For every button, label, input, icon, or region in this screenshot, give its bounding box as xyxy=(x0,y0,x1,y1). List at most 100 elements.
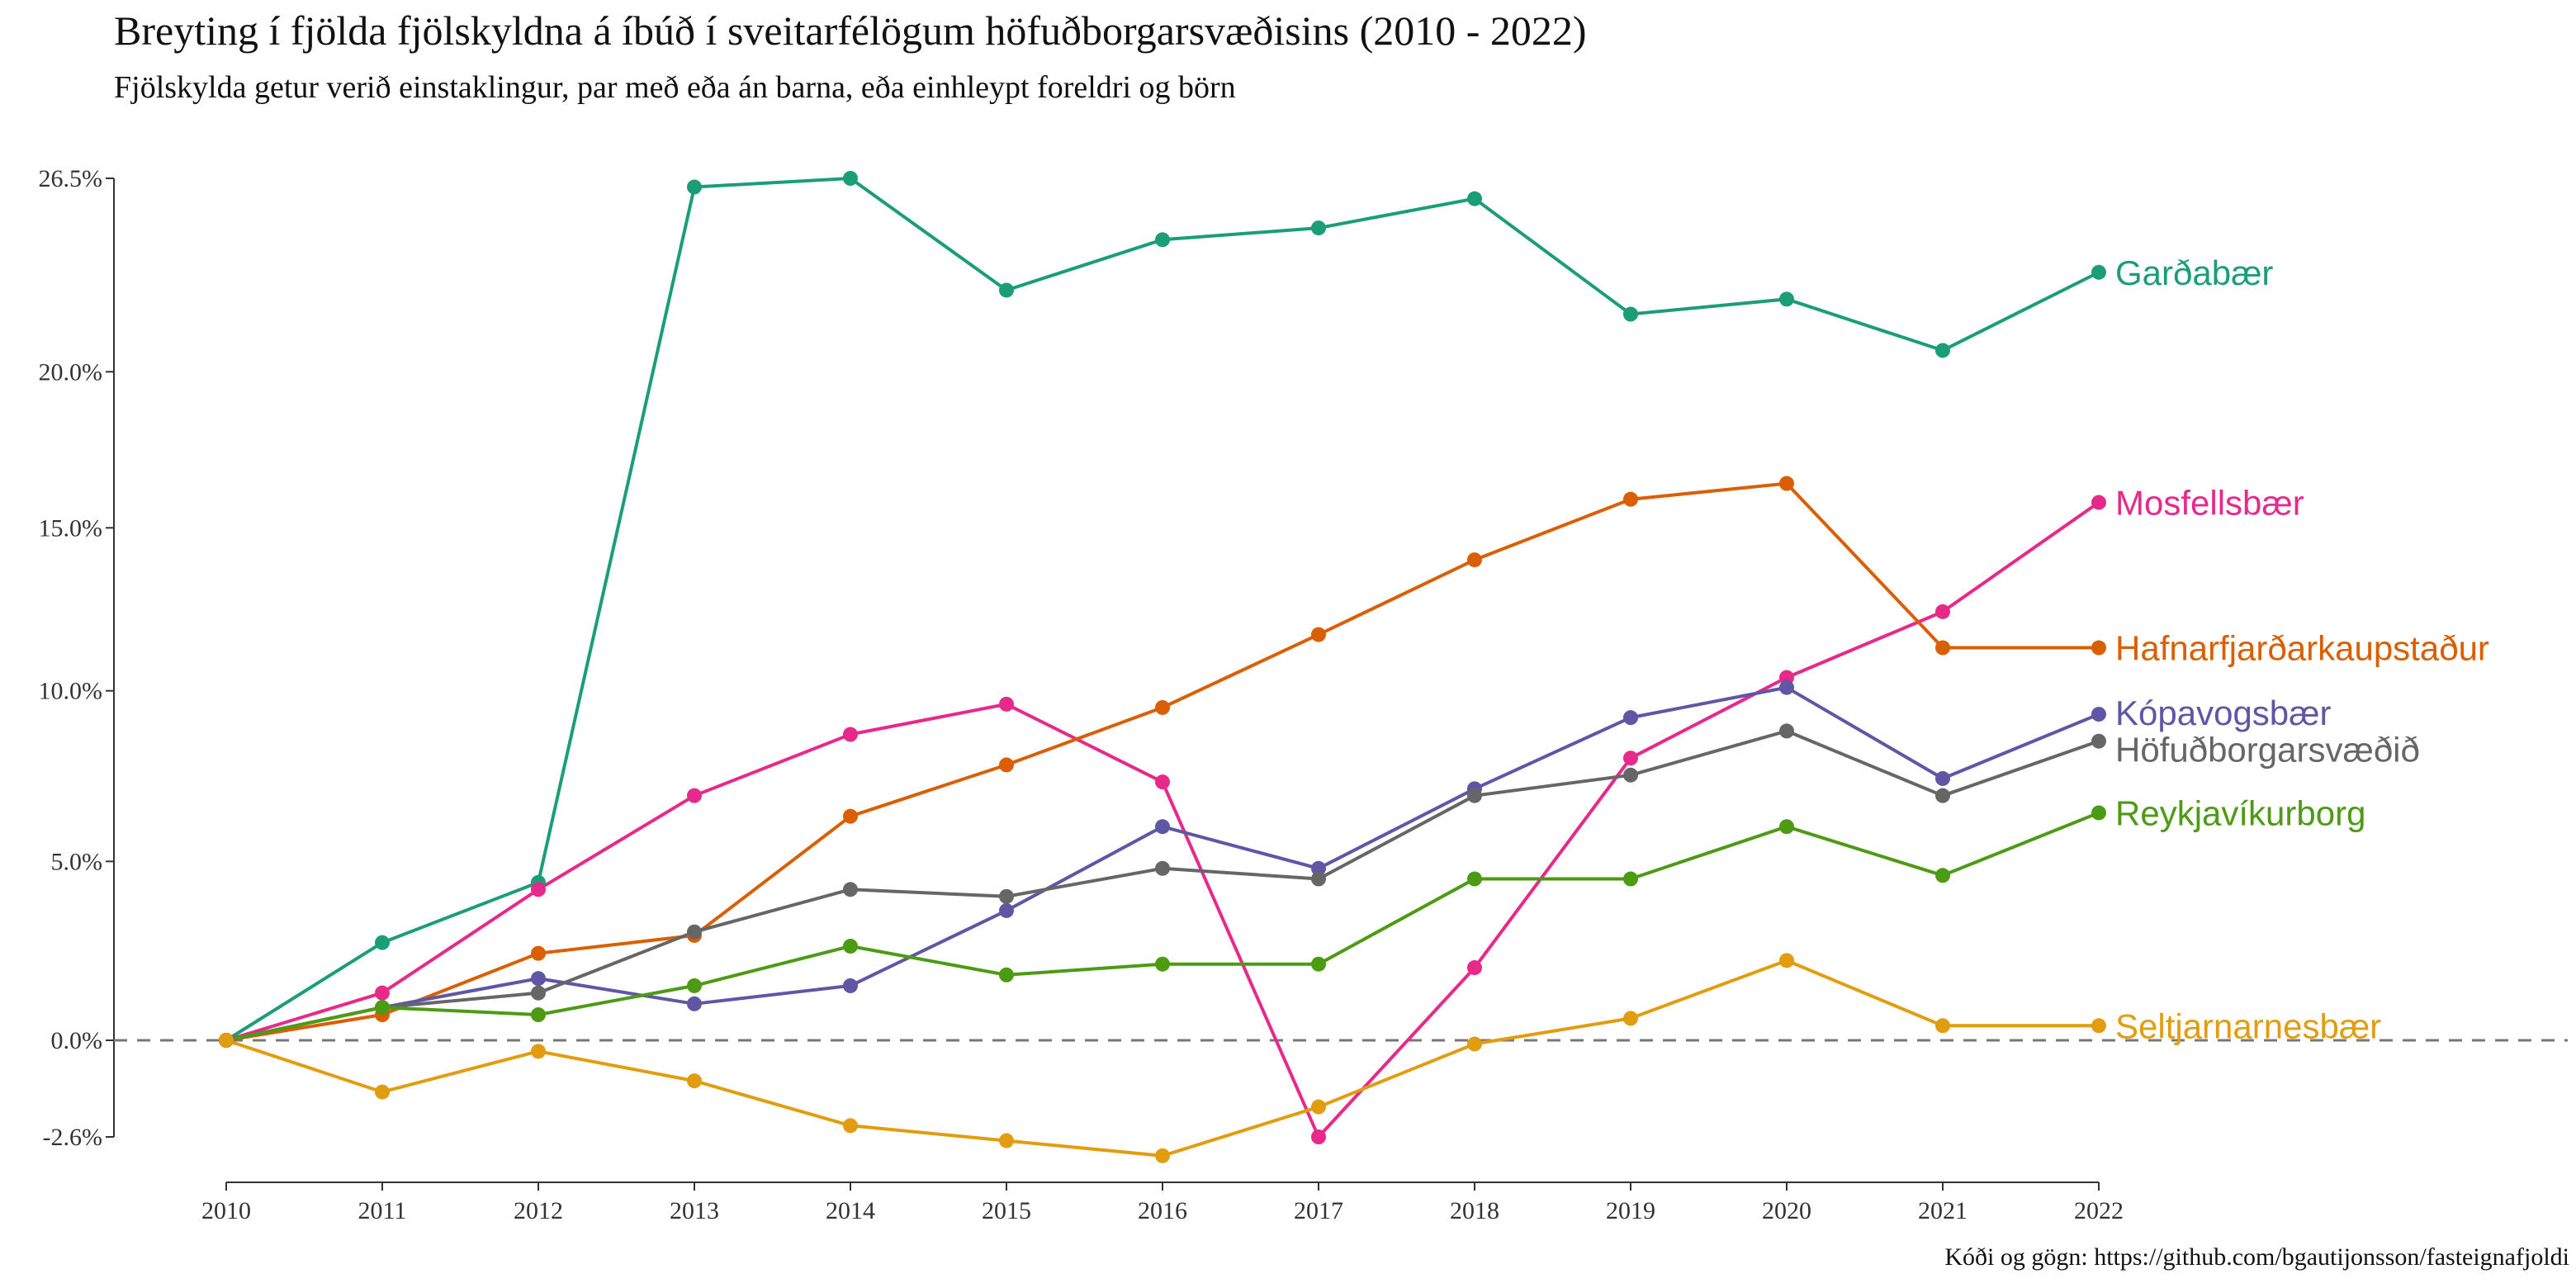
data-point-ho-fu-borgarsv-i- xyxy=(1935,788,1950,803)
data-point-ko-pavogsb-r xyxy=(1155,819,1170,835)
data-point-seltjarnarnesb-r xyxy=(999,1133,1014,1148)
data-point-seltjarnarnesb-r xyxy=(375,1084,390,1100)
data-point-reykjavi-kurborg xyxy=(999,967,1014,983)
data-point-mosfellsb-r xyxy=(2091,495,2106,510)
data-point-mosfellsb-r xyxy=(1623,751,1638,766)
data-point-seltjarnarnesb-r xyxy=(1623,1011,1638,1026)
data-point-seltjarnarnesb-r xyxy=(531,1044,546,1059)
data-point-reykjavi-kurborg xyxy=(687,978,702,993)
data-point-gar-ab-r xyxy=(375,935,390,950)
data-point-reykjavi-kurborg xyxy=(531,1007,546,1023)
data-point-ko-pavogsb-r xyxy=(687,996,702,1011)
data-point-seltjarnarnesb-r xyxy=(219,1033,234,1049)
data-point-ko-pavogsb-r xyxy=(1779,680,1794,695)
data-point-ho-fu-borgarsv-i- xyxy=(843,882,858,897)
data-point-ho-fu-borgarsv-i- xyxy=(1467,788,1482,803)
data-point-gar-ab-r xyxy=(1311,220,1326,236)
data-point-seltjarnarnesb-r xyxy=(843,1118,858,1134)
data-point-gar-ab-r xyxy=(999,282,1014,298)
y-tick-label: 0.0% xyxy=(51,1027,103,1054)
y-tick-label: -2.6% xyxy=(43,1124,102,1151)
data-point-reykjavi-kurborg xyxy=(1779,819,1794,835)
x-tick-label: 2011 xyxy=(358,1197,407,1224)
data-point-gar-ab-r xyxy=(1467,191,1482,206)
chart-subtitle: Fjölskylda getur verið einstaklingur, pa… xyxy=(114,70,1236,105)
y-tick-label: 5.0% xyxy=(51,848,103,875)
x-tick-label: 2014 xyxy=(826,1197,875,1224)
y-tick-label: 26.5% xyxy=(39,165,103,192)
data-point-gar-ab-r xyxy=(1155,232,1170,248)
series-label-reykjavi-kurborg: Reykjavíkurborg xyxy=(2115,793,2365,832)
data-point-ko-pavogsb-r xyxy=(843,978,858,993)
data-point-ho-fu-borgarsv-i- xyxy=(531,985,546,1001)
data-point-reykjavi-kurborg xyxy=(2091,805,2106,821)
data-point-mosfellsb-r xyxy=(1935,604,1950,619)
data-point-gar-ab-r xyxy=(1779,291,1794,307)
data-point-seltjarnarnesb-r xyxy=(1311,1099,1326,1115)
data-point-mosfellsb-r xyxy=(1467,960,1482,976)
x-tick-label: 2022 xyxy=(2074,1197,2124,1224)
data-point-mosfellsb-r xyxy=(999,696,1014,712)
x-tick-label: 2013 xyxy=(670,1197,719,1224)
data-point-hafnarfjar-arkaupsta-ur xyxy=(1311,627,1326,642)
data-point-hafnarfjar-arkaupsta-ur xyxy=(531,945,546,961)
data-point-reykjavi-kurborg xyxy=(843,939,858,954)
data-point-reykjavi-kurborg xyxy=(1935,868,1950,883)
data-point-reykjavi-kurborg xyxy=(1623,871,1638,887)
data-point-mosfellsb-r xyxy=(687,788,702,803)
data-point-hafnarfjar-arkaupsta-ur xyxy=(1467,552,1482,568)
x-tick-label: 2018 xyxy=(1450,1197,1499,1224)
data-point-ko-pavogsb-r xyxy=(1623,710,1638,726)
data-point-ko-pavogsb-r xyxy=(999,902,1014,918)
data-point-hafnarfjar-arkaupsta-ur xyxy=(1935,640,1950,656)
data-point-hafnarfjar-arkaupsta-ur xyxy=(1623,491,1638,507)
data-point-reykjavi-kurborg xyxy=(1311,956,1326,972)
data-point-ho-fu-borgarsv-i- xyxy=(1155,860,1170,876)
data-point-mosfellsb-r xyxy=(531,882,546,897)
series-line-reykjavi-kurborg xyxy=(225,811,2100,1042)
series-labels: Garðabær Mosfellsbær Hafnarfjarðarkaupstað… xyxy=(2115,253,2489,1045)
data-point-gar-ab-r xyxy=(843,171,858,186)
data-point-ko-pavogsb-r xyxy=(1935,770,1950,786)
data-point-ko-pavogsb-r xyxy=(2091,707,2106,722)
data-point-seltjarnarnesb-r xyxy=(1155,1148,1170,1163)
data-point-seltjarnarnesb-r xyxy=(1935,1018,1950,1034)
x-tick-label: 2016 xyxy=(1138,1197,1187,1224)
data-point-ko-pavogsb-r xyxy=(1311,860,1326,876)
data-point-ho-fu-borgarsv-i- xyxy=(2091,733,2106,749)
series-line-seltjarnarnesb-r xyxy=(225,959,2099,1158)
data-point-reykjavi-kurborg xyxy=(1155,956,1170,972)
chart-caption: Kóði og gögn: https://github.com/bgautij… xyxy=(1944,1243,2569,1271)
data-point-seltjarnarnesb-r xyxy=(2091,1018,2106,1034)
series-lines xyxy=(225,177,2100,1158)
data-point-seltjarnarnesb-r xyxy=(1467,1036,1482,1052)
x-tick-label: 2010 xyxy=(201,1197,251,1224)
series-label-hafnarfjar-arkaupsta-ur: Hafnarfjarðarkaupstaður xyxy=(2115,629,2489,668)
x-tick-label: 2019 xyxy=(1606,1197,1655,1224)
data-point-hafnarfjar-arkaupsta-ur xyxy=(999,757,1014,773)
data-point-reykjavi-kurborg xyxy=(375,1000,390,1016)
data-point-mosfellsb-r xyxy=(1311,1129,1326,1144)
data-point-gar-ab-r xyxy=(687,179,702,195)
data-point-mosfellsb-r xyxy=(375,985,390,1001)
data-point-seltjarnarnesb-r xyxy=(687,1073,702,1089)
x-tick-label: 2021 xyxy=(1918,1197,1968,1224)
data-point-gar-ab-r xyxy=(1935,343,1950,358)
data-point-mosfellsb-r xyxy=(843,727,858,742)
data-point-hafnarfjar-arkaupsta-ur xyxy=(1779,476,1794,491)
data-point-reykjavi-kurborg xyxy=(1467,871,1482,887)
data-point-ho-fu-borgarsv-i- xyxy=(1623,767,1638,783)
x-tick-label: 2017 xyxy=(1294,1197,1343,1224)
chart-title: Breyting í fjölda fjölskyldna á íbúð í s… xyxy=(114,7,1587,54)
data-point-mosfellsb-r xyxy=(1155,774,1170,790)
series-label-ho-fu-borgarsv-i-: Höfuðborgarsvæðið xyxy=(2115,731,2420,769)
series-label-mosfellsb-r: Mosfellsbær xyxy=(2115,484,2304,523)
x-tick-label: 2012 xyxy=(514,1197,563,1224)
data-point-hafnarfjar-arkaupsta-ur xyxy=(2091,640,2106,656)
y-tick-label: 15.0% xyxy=(39,514,103,542)
data-point-ho-fu-borgarsv-i- xyxy=(1311,871,1326,887)
x-tick-label: 2015 xyxy=(982,1197,1031,1224)
series-points xyxy=(219,171,2106,1163)
data-point-ho-fu-borgarsv-i- xyxy=(999,888,1014,904)
